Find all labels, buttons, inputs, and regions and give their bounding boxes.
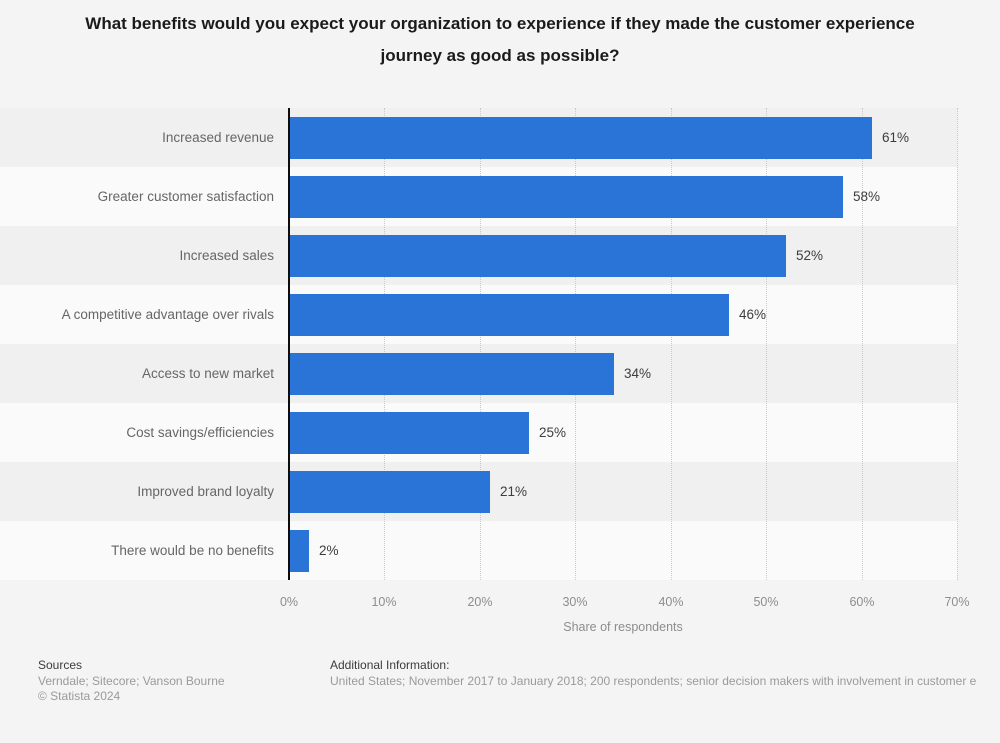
value-label: 61% xyxy=(882,129,910,145)
gridline xyxy=(671,108,672,580)
bar xyxy=(290,352,614,395)
bar xyxy=(290,529,309,572)
category-label: Improved brand loyalty xyxy=(137,484,274,499)
gridline xyxy=(480,108,481,580)
chart-title: What benefits would you expect your orga… xyxy=(85,14,915,65)
category-label: Cost savings/efficiencies xyxy=(126,425,274,440)
category-label: Increased revenue xyxy=(162,130,274,145)
category-label: Access to new market xyxy=(141,366,274,381)
category-label: There would be no benefits xyxy=(111,543,274,558)
additional-info-block: Additional Information: United States; N… xyxy=(330,658,1000,689)
x-tick-label: 30% xyxy=(562,595,588,609)
x-tick-label: 60% xyxy=(849,595,875,609)
sources-text: Verndale; Sitecore; Vanson Bourne xyxy=(38,673,225,688)
x-tick-label: 0% xyxy=(279,595,299,609)
value-label: 2% xyxy=(319,542,339,558)
bar xyxy=(290,175,843,218)
row-band xyxy=(0,521,957,580)
x-tick-label: 50% xyxy=(753,595,779,609)
value-label: 21% xyxy=(500,483,528,499)
y-axis-line xyxy=(288,108,290,580)
bar xyxy=(290,116,872,159)
value-label: 34% xyxy=(624,365,652,381)
x-axis-title: Share of respondents xyxy=(563,620,683,634)
copyright-text: © Statista 2024 xyxy=(38,689,121,703)
sources-label: Sources xyxy=(38,658,83,672)
value-label: 25% xyxy=(539,424,567,440)
bar xyxy=(290,411,529,454)
x-tick-label: 70% xyxy=(944,595,970,609)
x-tick-label: 40% xyxy=(658,595,684,609)
category-label: A competitive advantage over rivals xyxy=(61,307,274,322)
category-label: Increased sales xyxy=(179,248,274,263)
gridline xyxy=(575,108,576,580)
category-label: Greater customer satisfaction xyxy=(97,189,274,204)
gridline xyxy=(766,108,767,580)
gridline xyxy=(957,108,958,580)
value-label: 52% xyxy=(796,247,824,263)
x-tick-label: 10% xyxy=(371,595,397,609)
bar xyxy=(290,470,490,513)
additional-info-text: United States; November 2017 to January … xyxy=(330,673,977,688)
value-label: 46% xyxy=(739,306,767,322)
sources-block: Sources Verndale; Sitecore; Vanson Bourn… xyxy=(38,658,318,705)
bar xyxy=(290,234,786,277)
bar xyxy=(290,293,729,336)
gridline xyxy=(862,108,863,580)
value-label: 58% xyxy=(853,188,881,204)
gridline xyxy=(384,108,385,580)
x-tick-label: 20% xyxy=(467,595,493,609)
additional-info-label: Additional Information: xyxy=(330,658,450,672)
